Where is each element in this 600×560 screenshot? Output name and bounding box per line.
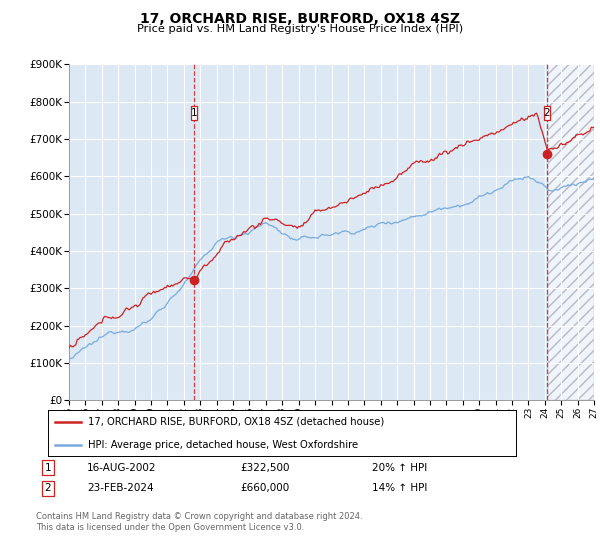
HPI: Average price, detached house, West Oxfordshire: (2.02e+03, 5.08e+05): Average price, detached house, West Oxfo… <box>430 207 437 214</box>
Text: 17, ORCHARD RISE, BURFORD, OX18 4SZ (detached house): 17, ORCHARD RISE, BURFORD, OX18 4SZ (det… <box>88 417 384 427</box>
17, ORCHARD RISE, BURFORD, OX18 4SZ (detached house) <box>414 158 421 165</box>
HPI: Average price, detached house, West Oxfordshire: (2.02e+03, 6e+05): Average price, detached house, West Oxfo… <box>525 173 532 180</box>
HPI: Average price, detached house, West Oxfordshire: (2e+03, 1.79e+05): Average price, detached house, West Oxfo… <box>112 330 119 337</box>
Text: 16-AUG-2002: 16-AUG-2002 <box>87 463 157 473</box>
17, ORCHARD RISE, BURFORD, OX18 4SZ (detached house) <box>533 110 540 116</box>
17, ORCHARD RISE, BURFORD, OX18 4SZ (detached house) <box>281 222 289 228</box>
Text: 2: 2 <box>44 483 52 493</box>
HPI: Average price, detached house, West Oxfordshire: (2e+03, 1.36e+05): Average price, detached house, West Oxfo… <box>78 346 85 353</box>
Text: HPI: Average price, detached house, West Oxfordshire: HPI: Average price, detached house, West… <box>88 440 358 450</box>
Text: 1: 1 <box>44 463 52 473</box>
17, ORCHARD RISE, BURFORD, OX18 4SZ (detached house) <box>430 157 437 164</box>
HPI: Average price, detached house, West Oxfordshire: (2.01e+03, 4.46e+05): Average price, detached house, West Oxfo… <box>281 231 289 237</box>
Text: 14% ↑ HPI: 14% ↑ HPI <box>372 483 427 493</box>
17, ORCHARD RISE, BURFORD, OX18 4SZ (detached house) <box>590 124 598 131</box>
FancyBboxPatch shape <box>191 106 197 120</box>
Text: 23-FEB-2024: 23-FEB-2024 <box>87 483 154 493</box>
Text: £322,500: £322,500 <box>240 463 290 473</box>
Text: 20% ↑ HPI: 20% ↑ HPI <box>372 463 427 473</box>
Text: 2: 2 <box>544 108 550 118</box>
FancyBboxPatch shape <box>544 106 550 120</box>
17, ORCHARD RISE, BURFORD, OX18 4SZ (detached house) <box>112 315 119 321</box>
17, ORCHARD RISE, BURFORD, OX18 4SZ (detached house) <box>65 345 73 352</box>
HPI: Average price, detached house, West Oxfordshire: (2.03e+03, 5.97e+05): Average price, detached house, West Oxfo… <box>590 174 598 181</box>
Text: £660,000: £660,000 <box>240 483 289 493</box>
17, ORCHARD RISE, BURFORD, OX18 4SZ (detached house) <box>343 199 350 206</box>
17, ORCHARD RISE, BURFORD, OX18 4SZ (detached house) <box>78 334 85 341</box>
HPI: Average price, detached house, West Oxfordshire: (2.02e+03, 4.94e+05): Average price, detached house, West Oxfo… <box>414 213 421 220</box>
Text: Contains HM Land Registry data © Crown copyright and database right 2024.
This d: Contains HM Land Registry data © Crown c… <box>36 512 362 532</box>
Line: 17, ORCHARD RISE, BURFORD, OX18 4SZ (detached house): 17, ORCHARD RISE, BURFORD, OX18 4SZ (det… <box>69 113 594 348</box>
HPI: Average price, detached house, West Oxfordshire: (2.01e+03, 4.54e+05): Average price, detached house, West Oxfo… <box>343 228 350 235</box>
HPI: Average price, detached house, West Oxfordshire: (2e+03, 1.1e+05): Average price, detached house, West Oxfo… <box>65 356 73 363</box>
Text: 1: 1 <box>191 108 197 118</box>
Line: HPI: Average price, detached house, West Oxfordshire: HPI: Average price, detached house, West… <box>69 176 594 360</box>
Text: 17, ORCHARD RISE, BURFORD, OX18 4SZ: 17, ORCHARD RISE, BURFORD, OX18 4SZ <box>140 12 460 26</box>
Text: Price paid vs. HM Land Registry's House Price Index (HPI): Price paid vs. HM Land Registry's House … <box>137 24 463 34</box>
